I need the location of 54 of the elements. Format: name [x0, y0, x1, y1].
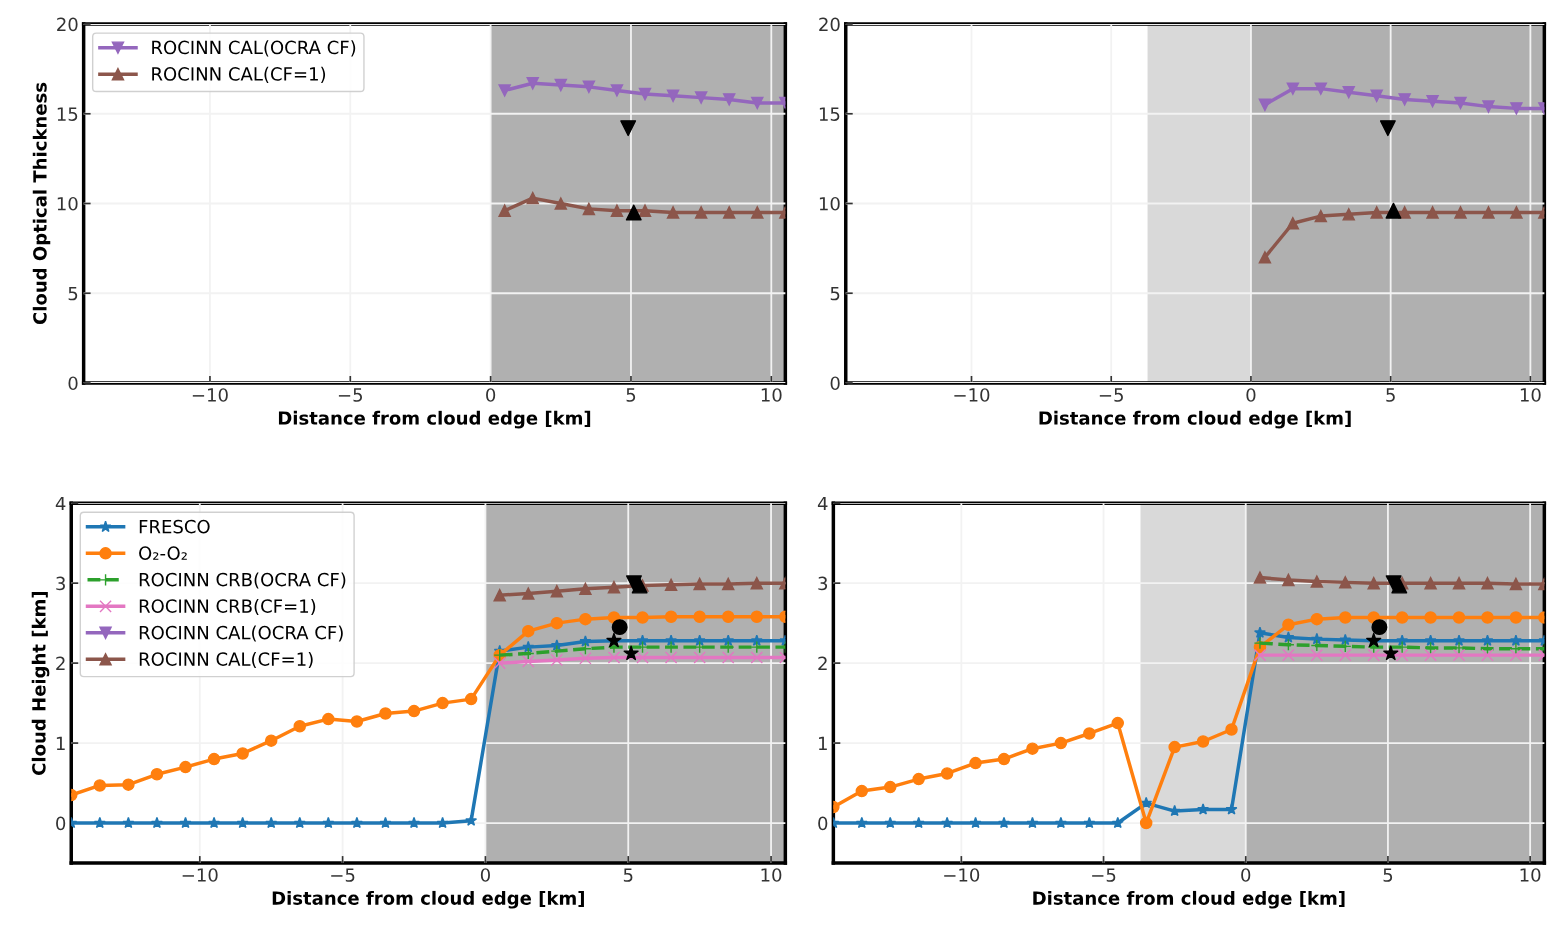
y-tick-label: 15 — [57, 107, 78, 121]
y-tick-label: 4 — [817, 496, 828, 511]
x-tick-label: −5 — [1099, 388, 1123, 402]
y-tick-label: 10 — [819, 196, 840, 211]
legend-label: ROCINN CRB(CF=1) — [139, 598, 316, 616]
x-tick-label: 10 — [1520, 868, 1541, 882]
x-tick-label: 0 — [480, 868, 490, 882]
y-tick-label: 1 — [56, 736, 65, 750]
x-tick-label: 5 — [1386, 388, 1395, 402]
x-tick-label: −10 — [954, 388, 990, 402]
y-tick-label: 2 — [818, 656, 827, 670]
x-tick-label: −5 — [331, 868, 355, 882]
y-tick-label: 1 — [819, 736, 827, 750]
y-tick-label: 0 — [818, 816, 828, 831]
y-tick-label: 5 — [68, 286, 78, 301]
x-axis-title: Distance from cloud edge [km] — [1039, 410, 1351, 429]
legend-label: ROCINN CAL(OCRA CF) — [152, 40, 356, 57]
x-tick-label: 5 — [623, 868, 633, 882]
y-tick-label: 20 — [819, 17, 840, 32]
y-tick-label: 0 — [830, 376, 840, 391]
x-tick-label: 10 — [761, 868, 782, 882]
y-tick-label: 4 — [55, 496, 66, 511]
y-tick-label: 0 — [68, 376, 78, 391]
y-tick-label: 15 — [819, 107, 840, 121]
y-tick-label: 3 — [56, 576, 65, 591]
x-axis-title: Distance from cloud edge [km] — [1033, 890, 1345, 909]
x-tick-label: 10 — [1520, 388, 1541, 402]
y-tick-label: 3 — [818, 576, 828, 591]
x-tick-label: −10 — [182, 868, 218, 882]
legend-label: FRESCO — [139, 519, 210, 534]
legend-label: ROCINN CAL(CF=1) — [139, 651, 313, 669]
legend-label: O₂-O₂ — [139, 546, 187, 560]
x-tick-label: 0 — [486, 388, 496, 402]
x-tick-label: −10 — [944, 868, 980, 882]
x-tick-label: −5 — [338, 388, 363, 402]
x-tick-label: 0 — [1246, 388, 1256, 402]
y-axis-title: Cloud Height [km] — [31, 591, 50, 775]
x-tick-label: 5 — [626, 388, 636, 402]
y-tick-label: 20 — [57, 17, 78, 32]
x-tick-label: −5 — [1092, 868, 1116, 882]
y-tick-label: 0 — [56, 816, 66, 831]
legend-label: ROCINN CAL(CF=1) — [152, 66, 326, 83]
x-axis-title: Distance from cloud edge [km] — [272, 890, 584, 909]
legend-label: ROCINN CRB(OCRA CF) — [139, 572, 346, 589]
y-tick-label: 5 — [830, 286, 840, 301]
y-tick-label: 2 — [56, 656, 65, 670]
x-tick-label: 10 — [761, 388, 782, 402]
x-tick-label: 0 — [1241, 868, 1251, 882]
y-tick-label: 10 — [57, 196, 78, 211]
legend-label: ROCINN CAL(OCRA CF) — [139, 625, 343, 642]
x-tick-label: −10 — [192, 388, 228, 402]
y-axis-title: Cloud Optical Thickness — [32, 82, 51, 325]
x-axis-title: Distance from cloud edge [km] — [278, 410, 591, 429]
x-tick-label: 5 — [1383, 868, 1393, 882]
